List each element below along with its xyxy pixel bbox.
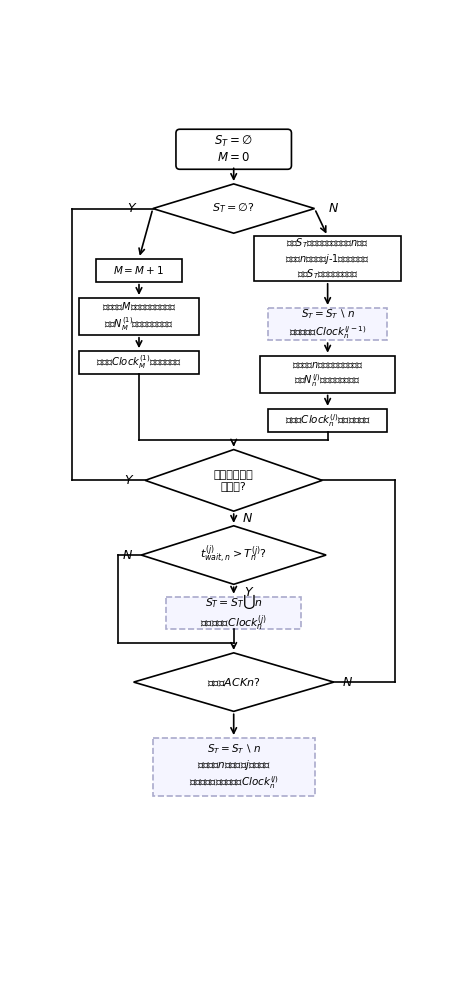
Text: $S_T = S_T \setminus n$
设消息包$n$正对其第$j$个编码包
进行计时，关闭计时器$Clock_n^{(j)}$: $S_T = S_T \setminus n$ 设消息包$n$正对其第$j$个编… xyxy=(188,742,278,791)
Bar xyxy=(268,409,386,432)
Text: 集合$S_T$中第一个元素为标号$n$，且
消息包$n$已发送过$j$-1个编码包，从
集合$S_T$中取出第一个元素: 集合$S_T$中第一个元素为标号$n$，且 消息包$n$已发送过$j$-1个编码… xyxy=(285,236,369,281)
Bar xyxy=(268,308,386,340)
Bar xyxy=(79,298,198,335)
Text: $S_T = \varnothing$
$M = 0$: $S_T = \varnothing$ $M = 0$ xyxy=(214,134,253,164)
Polygon shape xyxy=(133,653,333,711)
Text: 计时器$Clock_n^{(j)}$开始启动计时: 计时器$Clock_n^{(j)}$开始启动计时 xyxy=(284,412,370,429)
Text: $S_T = S_T \setminus n$
关闭计时器$Clock_n^{(j-1)}$: $S_T = S_T \setminus n$ 关闭计时器$Clock_n^{(… xyxy=(288,308,366,341)
Text: 对消息包$M$作无速率编码得到长
度为$N_M^{(1)}$的编码包进行发送: 对消息包$M$作无速率编码得到长 度为$N_M^{(1)}$的编码包进行发送 xyxy=(101,300,176,333)
Text: $t_{wait,n}^{(j)} > T_n^{(j)}$?: $t_{wait,n}^{(j)} > T_n^{(j)}$? xyxy=(200,544,267,566)
Text: $S_T = \varnothing$?: $S_T = \varnothing$? xyxy=(212,202,254,215)
Text: Y: Y xyxy=(124,474,132,487)
Text: Y: Y xyxy=(243,586,251,599)
Bar xyxy=(152,738,314,796)
Bar xyxy=(254,236,400,281)
Text: 计时器$Clock_M^{(1)}$开始启动计时: 计时器$Clock_M^{(1)}$开始启动计时 xyxy=(96,354,182,371)
Text: N: N xyxy=(342,676,352,689)
Bar xyxy=(260,356,394,393)
Polygon shape xyxy=(141,526,325,584)
Polygon shape xyxy=(145,450,322,511)
Bar xyxy=(166,597,300,629)
Text: 接收到$ACKn$?: 接收到$ACKn$? xyxy=(207,676,260,688)
Text: N: N xyxy=(329,202,338,215)
Text: $S_T = S_T \bigcup n$
关闭计时器$Clock_n^{(j)}$: $S_T = S_T \bigcup n$ 关闭计时器$Clock_n^{(j)… xyxy=(200,592,267,633)
Text: N: N xyxy=(122,549,132,562)
Text: 当前编码包发
送结束?: 当前编码包发 送结束? xyxy=(213,470,253,491)
Bar xyxy=(96,259,182,282)
FancyBboxPatch shape xyxy=(176,129,291,169)
Text: Y: Y xyxy=(127,202,135,215)
Text: 对消息包$n$作无速率编码得到长
度为$N_n^{(j)}$的编码包进行发送: 对消息包$n$作无速率编码得到长 度为$N_n^{(j)}$的编码包进行发送 xyxy=(291,360,363,389)
Bar xyxy=(79,351,198,374)
Polygon shape xyxy=(152,184,314,233)
Text: $M=M+1$: $M=M+1$ xyxy=(113,264,164,276)
Text: N: N xyxy=(243,512,252,525)
